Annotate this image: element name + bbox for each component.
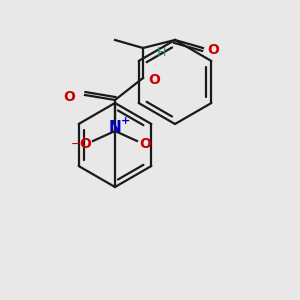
Text: O: O	[79, 137, 91, 151]
Text: H: H	[157, 46, 166, 59]
Text: −: −	[70, 137, 81, 151]
Text: O: O	[207, 43, 219, 57]
Text: O: O	[139, 137, 151, 151]
Text: O: O	[63, 90, 75, 104]
Text: N: N	[109, 119, 122, 134]
Text: O: O	[148, 73, 160, 87]
Text: +: +	[121, 116, 130, 126]
